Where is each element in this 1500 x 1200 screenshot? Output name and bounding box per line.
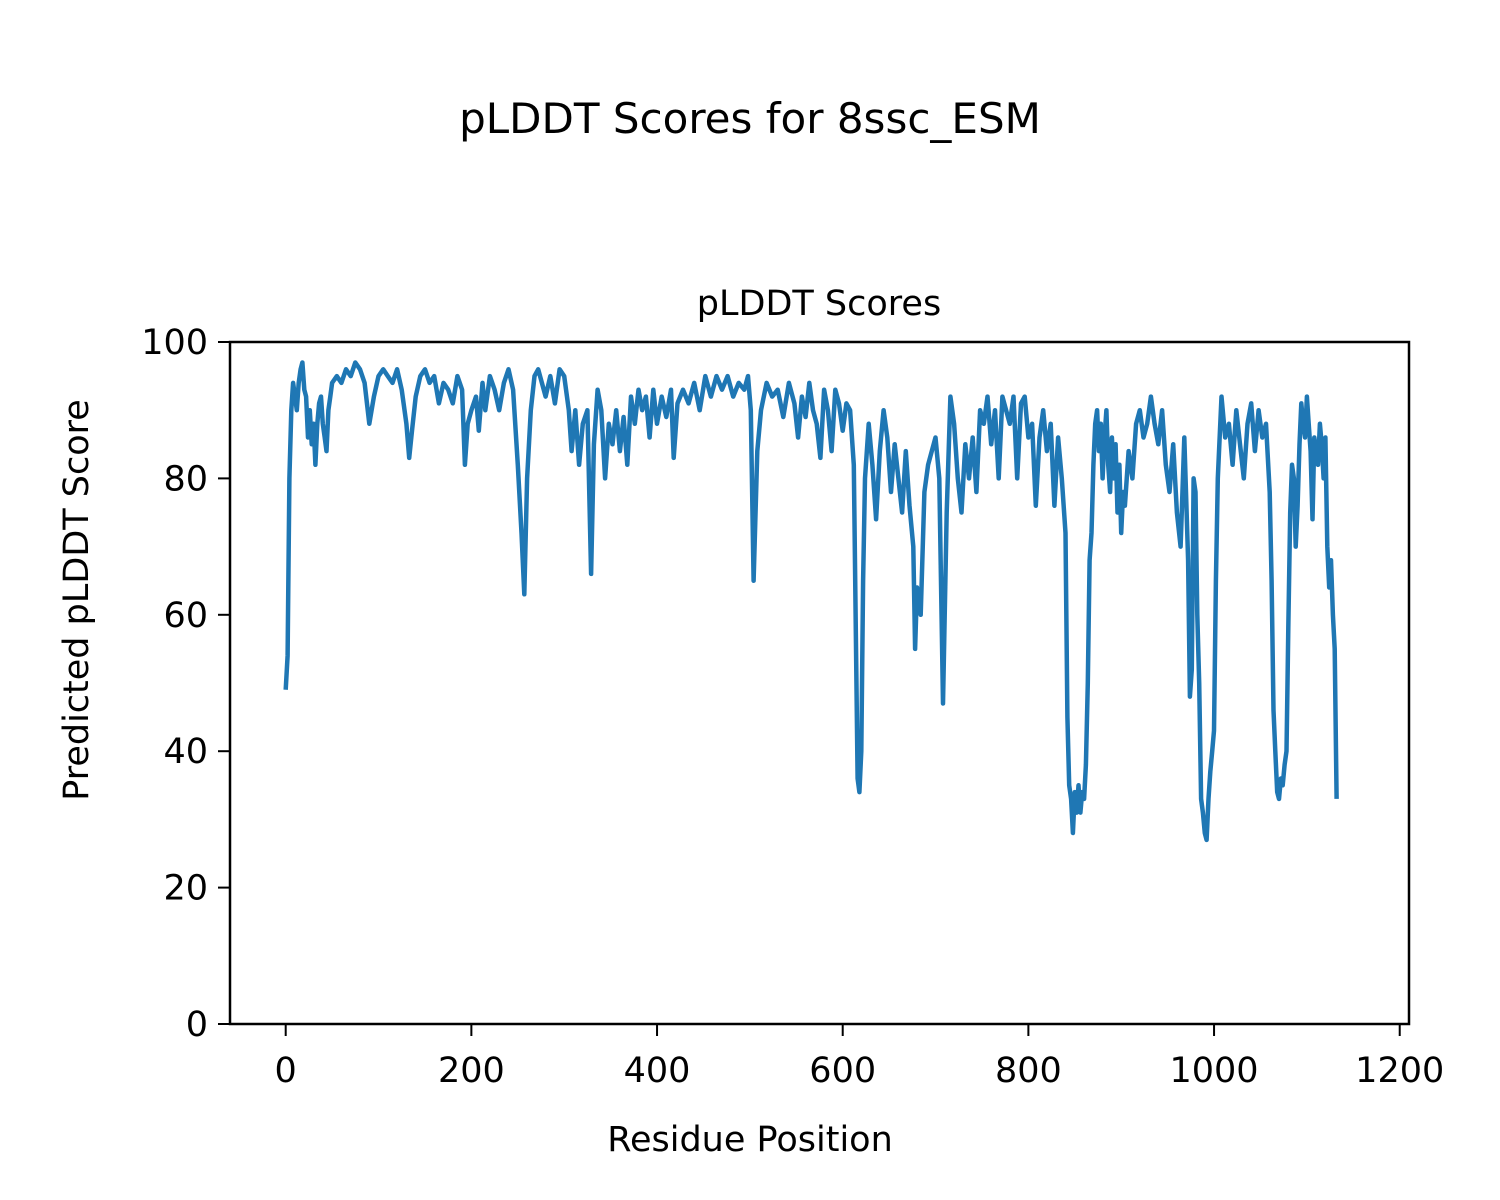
x-axis-label: Residue Position (607, 1120, 893, 1160)
plot-frame (228, 340, 1411, 1026)
y-axis: 0 20 40 60 80 100 (141, 323, 230, 1045)
x-tick-label: 0 (275, 1051, 297, 1091)
line-layer (283, 360, 1339, 843)
chart-title: pLDDT Scores (697, 284, 941, 324)
x-tick-label: 800 (995, 1051, 1062, 1091)
x-axis: 0 200 400 600 800 1000 1200 (275, 1024, 1444, 1091)
x-tick-label: 1200 (1355, 1051, 1444, 1091)
y-tick-label: 60 (163, 596, 208, 636)
x-tick-label: 200 (438, 1051, 505, 1091)
y-tick-label: 40 (163, 732, 208, 772)
y-tick-label: 100 (141, 323, 208, 363)
y-tick-label: 80 (163, 459, 208, 499)
x-tick-label: 1000 (1170, 1051, 1259, 1091)
y-axis-label: Predicted pLDDT Score (57, 399, 97, 801)
y-tick-label: 20 (163, 869, 208, 909)
series-line-0 (283, 360, 1339, 843)
plot-area (283, 360, 1339, 843)
x-tick-label: 400 (624, 1051, 691, 1091)
x-tick-label: 600 (809, 1051, 876, 1091)
figure-suptitle: pLDDT Scores for 8ssc_ESM (459, 94, 1041, 143)
y-tick-label: 0 (186, 1005, 208, 1045)
